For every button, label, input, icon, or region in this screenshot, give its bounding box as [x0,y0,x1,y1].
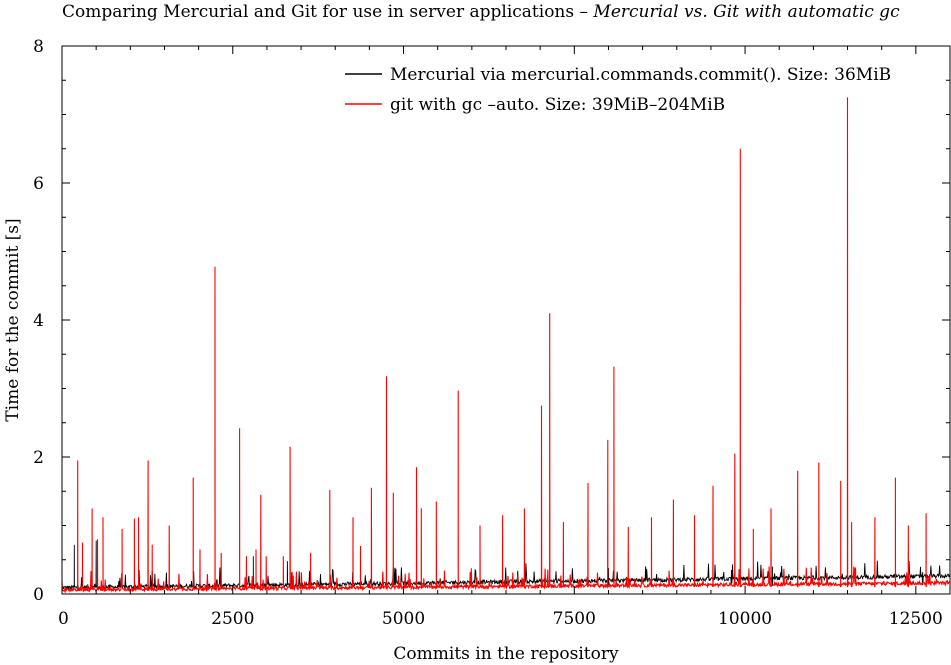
y-tick-label: 4 [33,311,44,331]
x-tick-label: 7500 [553,609,596,629]
plot-frame [61,45,951,595]
legend-label-mercurial: Mercurial via mercurial.commands.commit(… [390,65,891,85]
x-axis-label: Commits in the repository [393,644,619,664]
chart-title: Comparing Mercurial and Git for use in s… [62,2,589,22]
y-tick-label: 8 [33,37,44,57]
legend: Mercurial via mercurial.commands.commit(… [345,65,891,115]
x-tick-label: 0 [58,609,69,629]
y-tick-label: 6 [33,174,44,194]
legend-label-git: git with gc –auto. Size: 39MiB–204MiB [390,95,725,115]
x-tick-label: 12500 [889,609,943,629]
chart-title-block: Comparing Mercurial and Git for use in s… [62,2,900,22]
y-tick-label: 0 [33,585,44,605]
series-layer [61,97,951,594]
x-tick-label: 10000 [718,609,772,629]
y-tick-label: 2 [33,448,44,468]
series-line-git [61,97,951,594]
x-tick-label: 5000 [382,609,425,629]
y-axis-label: Time for the commit [s] [3,218,23,421]
chart-subtitle: Mercurial vs. Git with automatic gc [593,2,900,22]
tick-layer: 0 2500 5000 7500 10000 12500 0 2 4 6 8 [33,37,950,629]
x-tick-label: 2500 [211,609,254,629]
